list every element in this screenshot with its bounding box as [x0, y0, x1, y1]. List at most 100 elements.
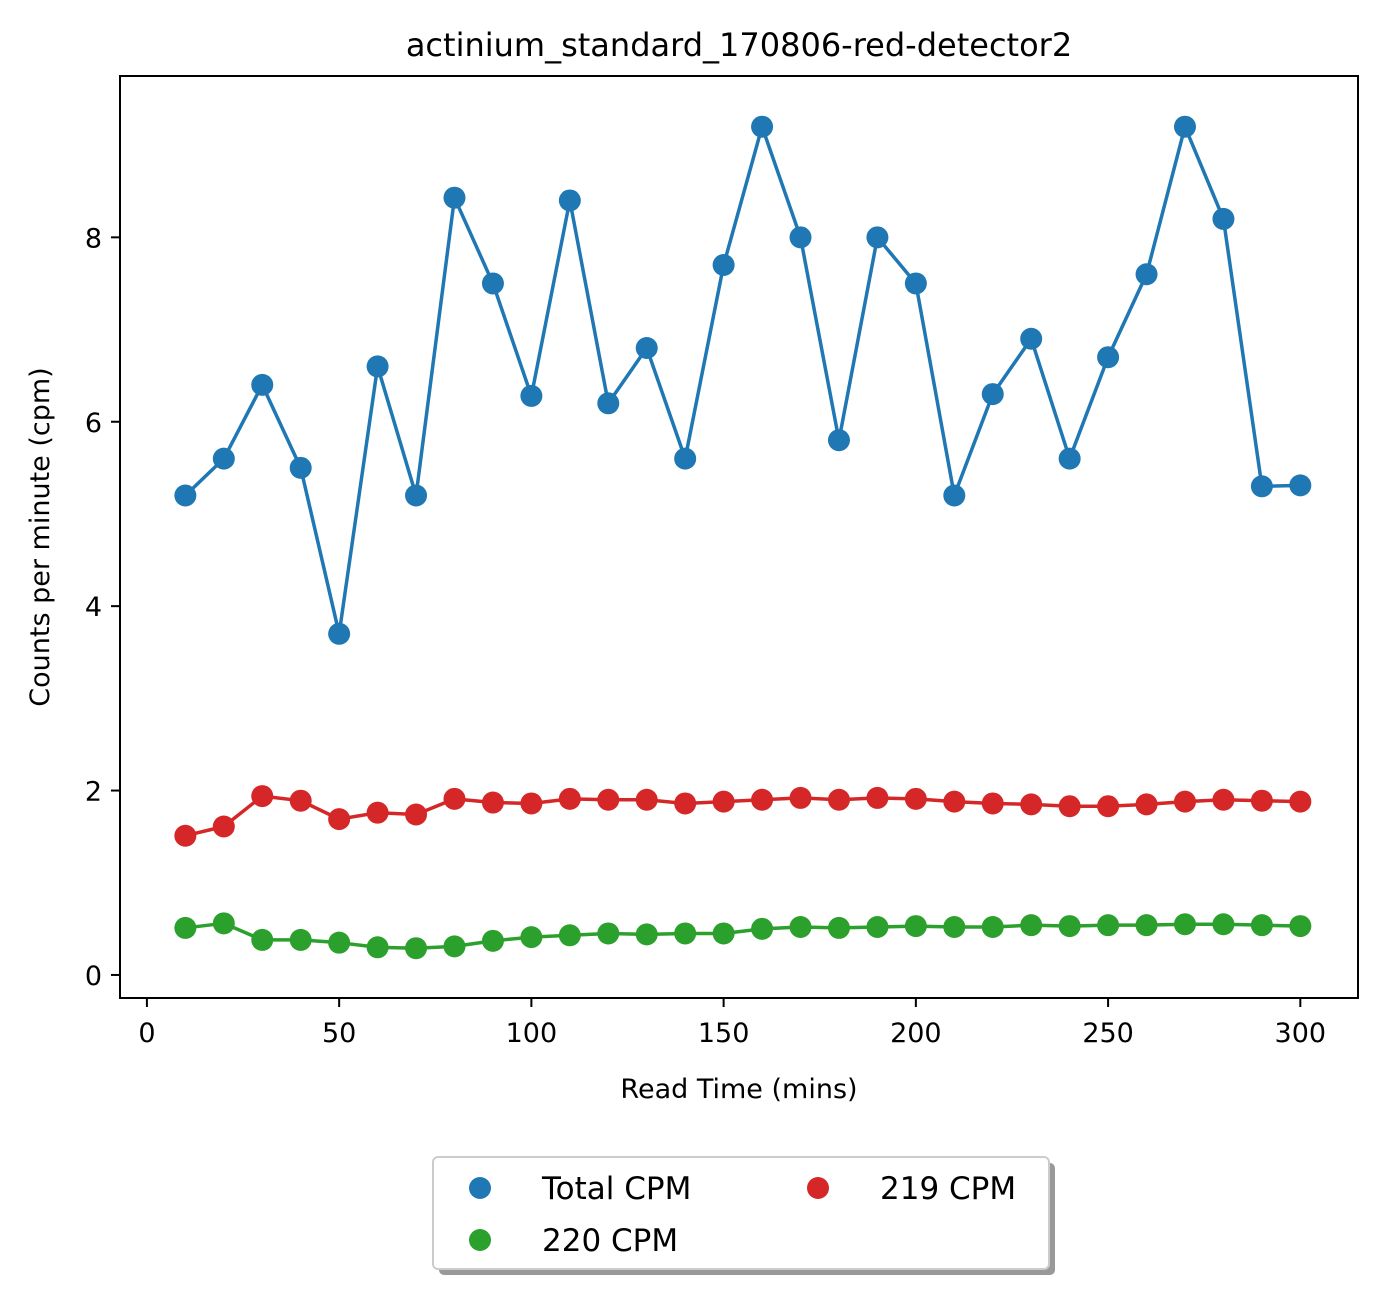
data-point-total-cpm	[904, 272, 927, 295]
legend-marker-220-cpm	[469, 1229, 491, 1251]
data-point-total-cpm	[866, 226, 889, 249]
data-point-220-cpm	[481, 929, 504, 952]
data-point-total-cpm	[1173, 115, 1196, 138]
data-point-total-cpm	[674, 447, 697, 470]
data-point-219-cpm	[1097, 795, 1120, 818]
data-point-219-cpm	[712, 790, 735, 813]
x-axis: 0 50 100 150 200 250 300	[138, 998, 1326, 1049]
data-point-total-cpm	[366, 355, 389, 378]
legend-label-total-cpm: Total CPM	[541, 1171, 691, 1207]
data-point-219-cpm	[1135, 793, 1158, 816]
data-point-219-cpm	[635, 788, 658, 811]
data-point-219-cpm	[520, 792, 543, 815]
data-point-220-cpm	[251, 928, 274, 951]
data-point-220-cpm	[981, 916, 1004, 939]
series-220-cpm	[174, 912, 1312, 960]
data-point-219-cpm	[866, 786, 889, 809]
data-point-220-cpm	[1058, 915, 1081, 938]
series-layer	[174, 115, 1312, 960]
data-point-total-cpm	[1212, 207, 1235, 230]
data-point-total-cpm	[289, 456, 312, 479]
data-point-219-cpm	[366, 801, 389, 824]
data-point-220-cpm	[212, 912, 235, 935]
data-point-total-cpm	[981, 383, 1004, 406]
x-tick-label: 250	[1082, 1018, 1134, 1049]
data-point-219-cpm	[751, 788, 774, 811]
data-point-219-cpm	[904, 787, 927, 810]
data-point-219-cpm	[1020, 793, 1043, 816]
data-point-220-cpm	[943, 916, 966, 939]
data-point-220-cpm	[904, 915, 927, 938]
data-point-220-cpm	[1020, 914, 1043, 937]
legend-label-219-cpm: 219 CPM	[880, 1171, 1016, 1207]
data-point-220-cpm	[1173, 913, 1196, 936]
data-point-219-cpm	[481, 791, 504, 814]
plot-frame	[119, 75, 1359, 999]
data-point-220-cpm	[366, 936, 389, 959]
data-point-219-cpm	[1212, 788, 1235, 811]
y-tick-label: 8	[85, 223, 102, 254]
data-point-219-cpm	[1289, 790, 1312, 813]
data-point-total-cpm	[328, 622, 351, 645]
series-219-cpm	[174, 785, 1312, 847]
series-total-cpm	[174, 115, 1312, 645]
x-tick-label: 50	[322, 1018, 356, 1049]
y-axis: 0 2 4 6 8	[85, 223, 120, 992]
y-tick-label: 4	[85, 592, 102, 623]
data-point-219-cpm	[827, 788, 850, 811]
x-tick-label: 150	[698, 1018, 750, 1049]
data-point-220-cpm	[1097, 914, 1120, 937]
legend-box	[432, 1156, 1050, 1270]
x-tick-label: 100	[506, 1018, 558, 1049]
x-tick-label: 300	[1275, 1018, 1327, 1049]
data-point-220-cpm	[635, 923, 658, 946]
data-point-220-cpm	[1289, 915, 1312, 938]
data-point-total-cpm	[789, 226, 812, 249]
data-point-219-cpm	[443, 787, 466, 810]
data-point-220-cpm	[597, 922, 620, 945]
data-point-219-cpm	[943, 790, 966, 813]
data-point-total-cpm	[751, 115, 774, 138]
data-point-219-cpm	[328, 808, 351, 831]
x-axis-label: Read Time (mins)	[620, 1074, 857, 1105]
data-point-total-cpm	[558, 189, 581, 212]
data-point-219-cpm	[1058, 795, 1081, 818]
data-point-total-cpm	[1135, 263, 1158, 286]
data-point-219-cpm	[558, 787, 581, 810]
legend: Total CPM 219 CPM 220 CPM	[432, 1156, 1055, 1275]
data-point-total-cpm	[1020, 327, 1043, 350]
y-tick-label: 0	[85, 961, 102, 992]
data-point-total-cpm	[827, 429, 850, 452]
data-point-total-cpm	[1289, 474, 1312, 497]
data-point-219-cpm	[405, 803, 428, 826]
data-point-total-cpm	[520, 384, 543, 407]
data-point-220-cpm	[674, 922, 697, 945]
data-point-219-cpm	[674, 792, 697, 815]
data-point-219-cpm	[1173, 790, 1196, 813]
data-point-220-cpm	[1212, 913, 1235, 936]
data-point-219-cpm	[289, 789, 312, 812]
data-point-219-cpm	[597, 788, 620, 811]
legend-marker-total-cpm	[469, 1177, 491, 1199]
data-point-total-cpm	[405, 484, 428, 507]
y-tick-label: 2	[85, 777, 102, 808]
y-axis-label: Counts per minute (cpm)	[25, 367, 56, 706]
data-point-219-cpm	[174, 824, 197, 847]
data-point-220-cpm	[827, 916, 850, 939]
data-point-219-cpm	[789, 786, 812, 809]
data-point-220-cpm	[443, 935, 466, 958]
data-point-total-cpm	[1097, 346, 1120, 369]
legend-marker-219-cpm	[807, 1177, 829, 1199]
data-point-220-cpm	[1135, 914, 1158, 937]
data-point-219-cpm	[1250, 789, 1273, 812]
data-point-total-cpm	[212, 447, 235, 470]
legend-label-220-cpm: 220 CPM	[542, 1223, 678, 1259]
data-point-220-cpm	[751, 917, 774, 940]
data-point-total-cpm	[597, 392, 620, 415]
data-point-220-cpm	[520, 926, 543, 949]
data-point-219-cpm	[212, 815, 235, 838]
data-point-220-cpm	[405, 937, 428, 960]
data-point-219-cpm	[251, 785, 274, 808]
data-point-total-cpm	[635, 336, 658, 359]
